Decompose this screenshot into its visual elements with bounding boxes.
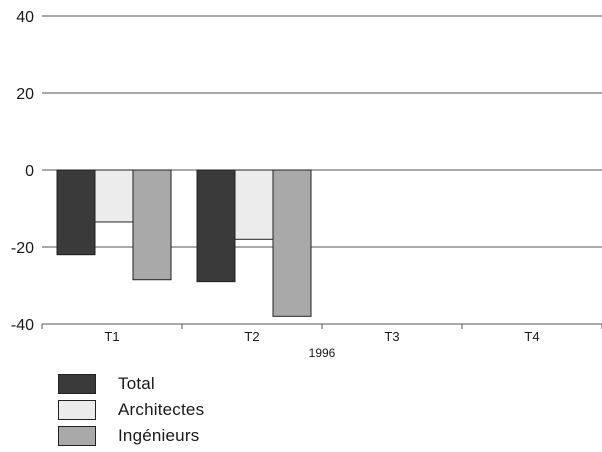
bar xyxy=(196,169,236,283)
y-tick-label: 20 xyxy=(16,86,34,103)
x-tick-label: T1 xyxy=(104,329,119,344)
legend: Total Architectes Ingénieurs xyxy=(58,373,204,447)
legend-item-ingenieurs: Ingénieurs xyxy=(58,425,204,447)
legend-swatch-ingenieurs xyxy=(58,426,96,446)
legend-label-total: Total xyxy=(118,374,155,393)
x-group-label: 1996 xyxy=(309,346,336,360)
legend-swatch-architectes xyxy=(58,400,96,420)
legend-item-total: Total xyxy=(58,373,204,395)
legend-swatch-total xyxy=(58,374,96,394)
chart-area: 40 20 0 -20 -40 T1 T2 T3 T4 1996 xyxy=(11,9,602,360)
legend-item-architectes: Architectes xyxy=(58,399,204,421)
bar-chart: 40 20 0 -20 -40 T1 T2 T3 T4 1996 xyxy=(11,9,602,360)
y-tick-label: 0 xyxy=(25,163,34,180)
bar xyxy=(56,169,96,256)
bar xyxy=(272,169,312,317)
legend-label-ingenieurs: Ingénieurs xyxy=(118,426,200,445)
y-tick-label: 40 xyxy=(16,9,34,26)
x-tick-label: T2 xyxy=(244,329,259,344)
bar xyxy=(234,169,274,240)
legend-label-architectes: Architectes xyxy=(118,400,205,419)
x-tick-label: T4 xyxy=(524,329,539,344)
x-tick-label: T3 xyxy=(384,329,399,344)
y-tick-label: -20 xyxy=(11,240,34,257)
bar xyxy=(94,169,134,223)
bar xyxy=(132,169,172,281)
y-tick-label: -40 xyxy=(11,317,34,334)
